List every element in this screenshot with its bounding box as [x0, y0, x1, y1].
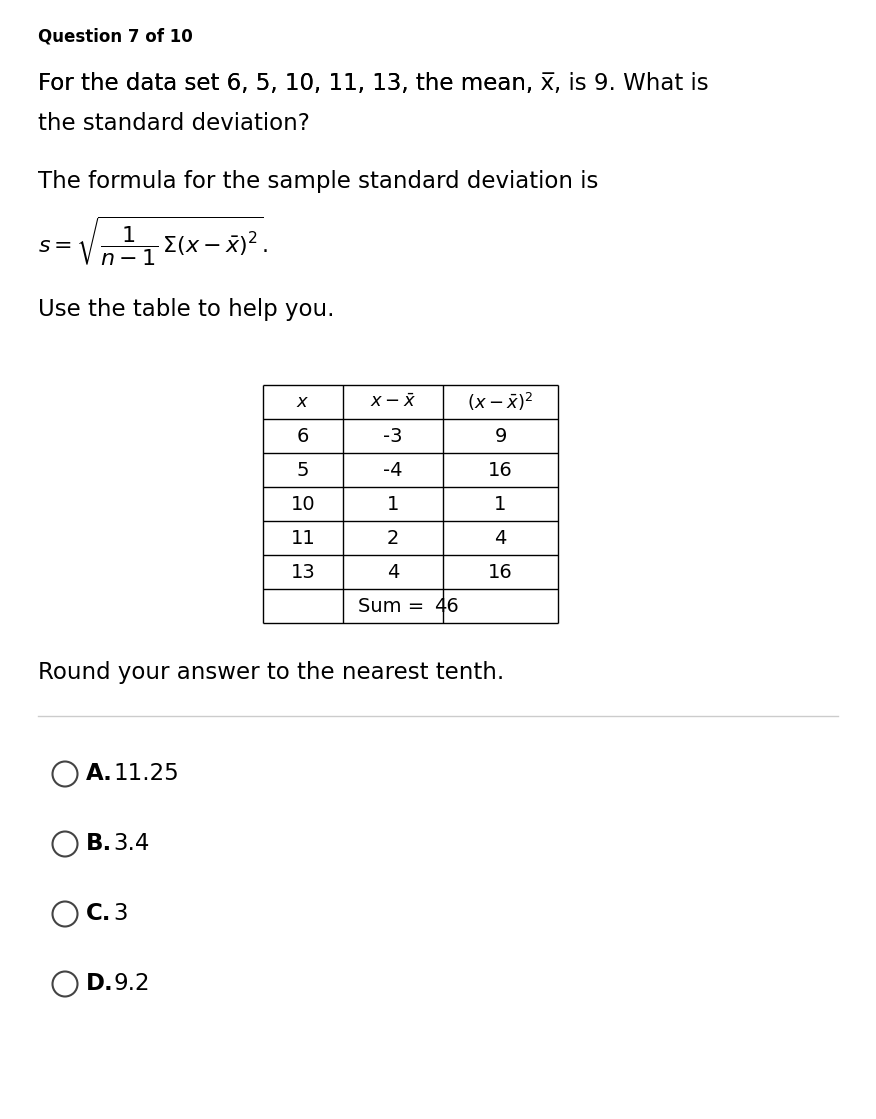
Text: For the data set 6, 5, 10, 11, 13, the mean, x̅, is 9. What is: For the data set 6, 5, 10, 11, 13, the m…: [38, 72, 709, 95]
Text: Use the table to help you.: Use the table to help you.: [38, 298, 335, 321]
Text: The formula for the sample standard deviation is: The formula for the sample standard devi…: [38, 170, 598, 192]
Text: $s = \sqrt{\dfrac{1}{n-1}\,\Sigma(x - \bar{x})^2}$.: $s = \sqrt{\dfrac{1}{n-1}\,\Sigma(x - \b…: [38, 215, 268, 269]
Text: For the data set 6, 5, 10, 11, 13, the mean,: For the data set 6, 5, 10, 11, 13, the m…: [38, 72, 540, 95]
Text: 9.2: 9.2: [114, 972, 150, 996]
Text: 9: 9: [494, 426, 506, 445]
Text: $x$: $x$: [296, 393, 309, 411]
Text: 46: 46: [434, 596, 459, 615]
Text: 11: 11: [291, 528, 315, 547]
Text: 13: 13: [291, 563, 315, 582]
Text: 16: 16: [488, 563, 512, 582]
Text: 10: 10: [291, 495, 315, 514]
Text: $(x - \bar{x})^2$: $(x - \bar{x})^2$: [467, 391, 533, 413]
Text: 5: 5: [297, 461, 309, 480]
Text: 1: 1: [494, 495, 506, 514]
Text: 4: 4: [387, 563, 399, 582]
Text: C.: C.: [86, 903, 111, 925]
Text: 11.25: 11.25: [114, 762, 180, 786]
Text: -4: -4: [384, 461, 403, 480]
Text: B.: B.: [86, 833, 112, 856]
Text: Sum =: Sum =: [358, 596, 430, 615]
Text: D.: D.: [86, 972, 113, 996]
Text: the standard deviation?: the standard deviation?: [38, 112, 310, 135]
Text: A.: A.: [86, 762, 112, 786]
Text: 6: 6: [297, 426, 309, 445]
Text: 3: 3: [114, 903, 128, 925]
Text: Round your answer to the nearest tenth.: Round your answer to the nearest tenth.: [38, 661, 505, 684]
Text: Question 7 of 10: Question 7 of 10: [38, 28, 193, 46]
Text: $x - \bar{x}$: $x - \bar{x}$: [370, 393, 416, 411]
Text: -3: -3: [384, 426, 403, 445]
Text: 3.4: 3.4: [114, 833, 150, 856]
Text: 2: 2: [387, 528, 399, 547]
Text: 4: 4: [494, 528, 506, 547]
Text: 16: 16: [488, 461, 512, 480]
Text: 1: 1: [387, 495, 399, 514]
